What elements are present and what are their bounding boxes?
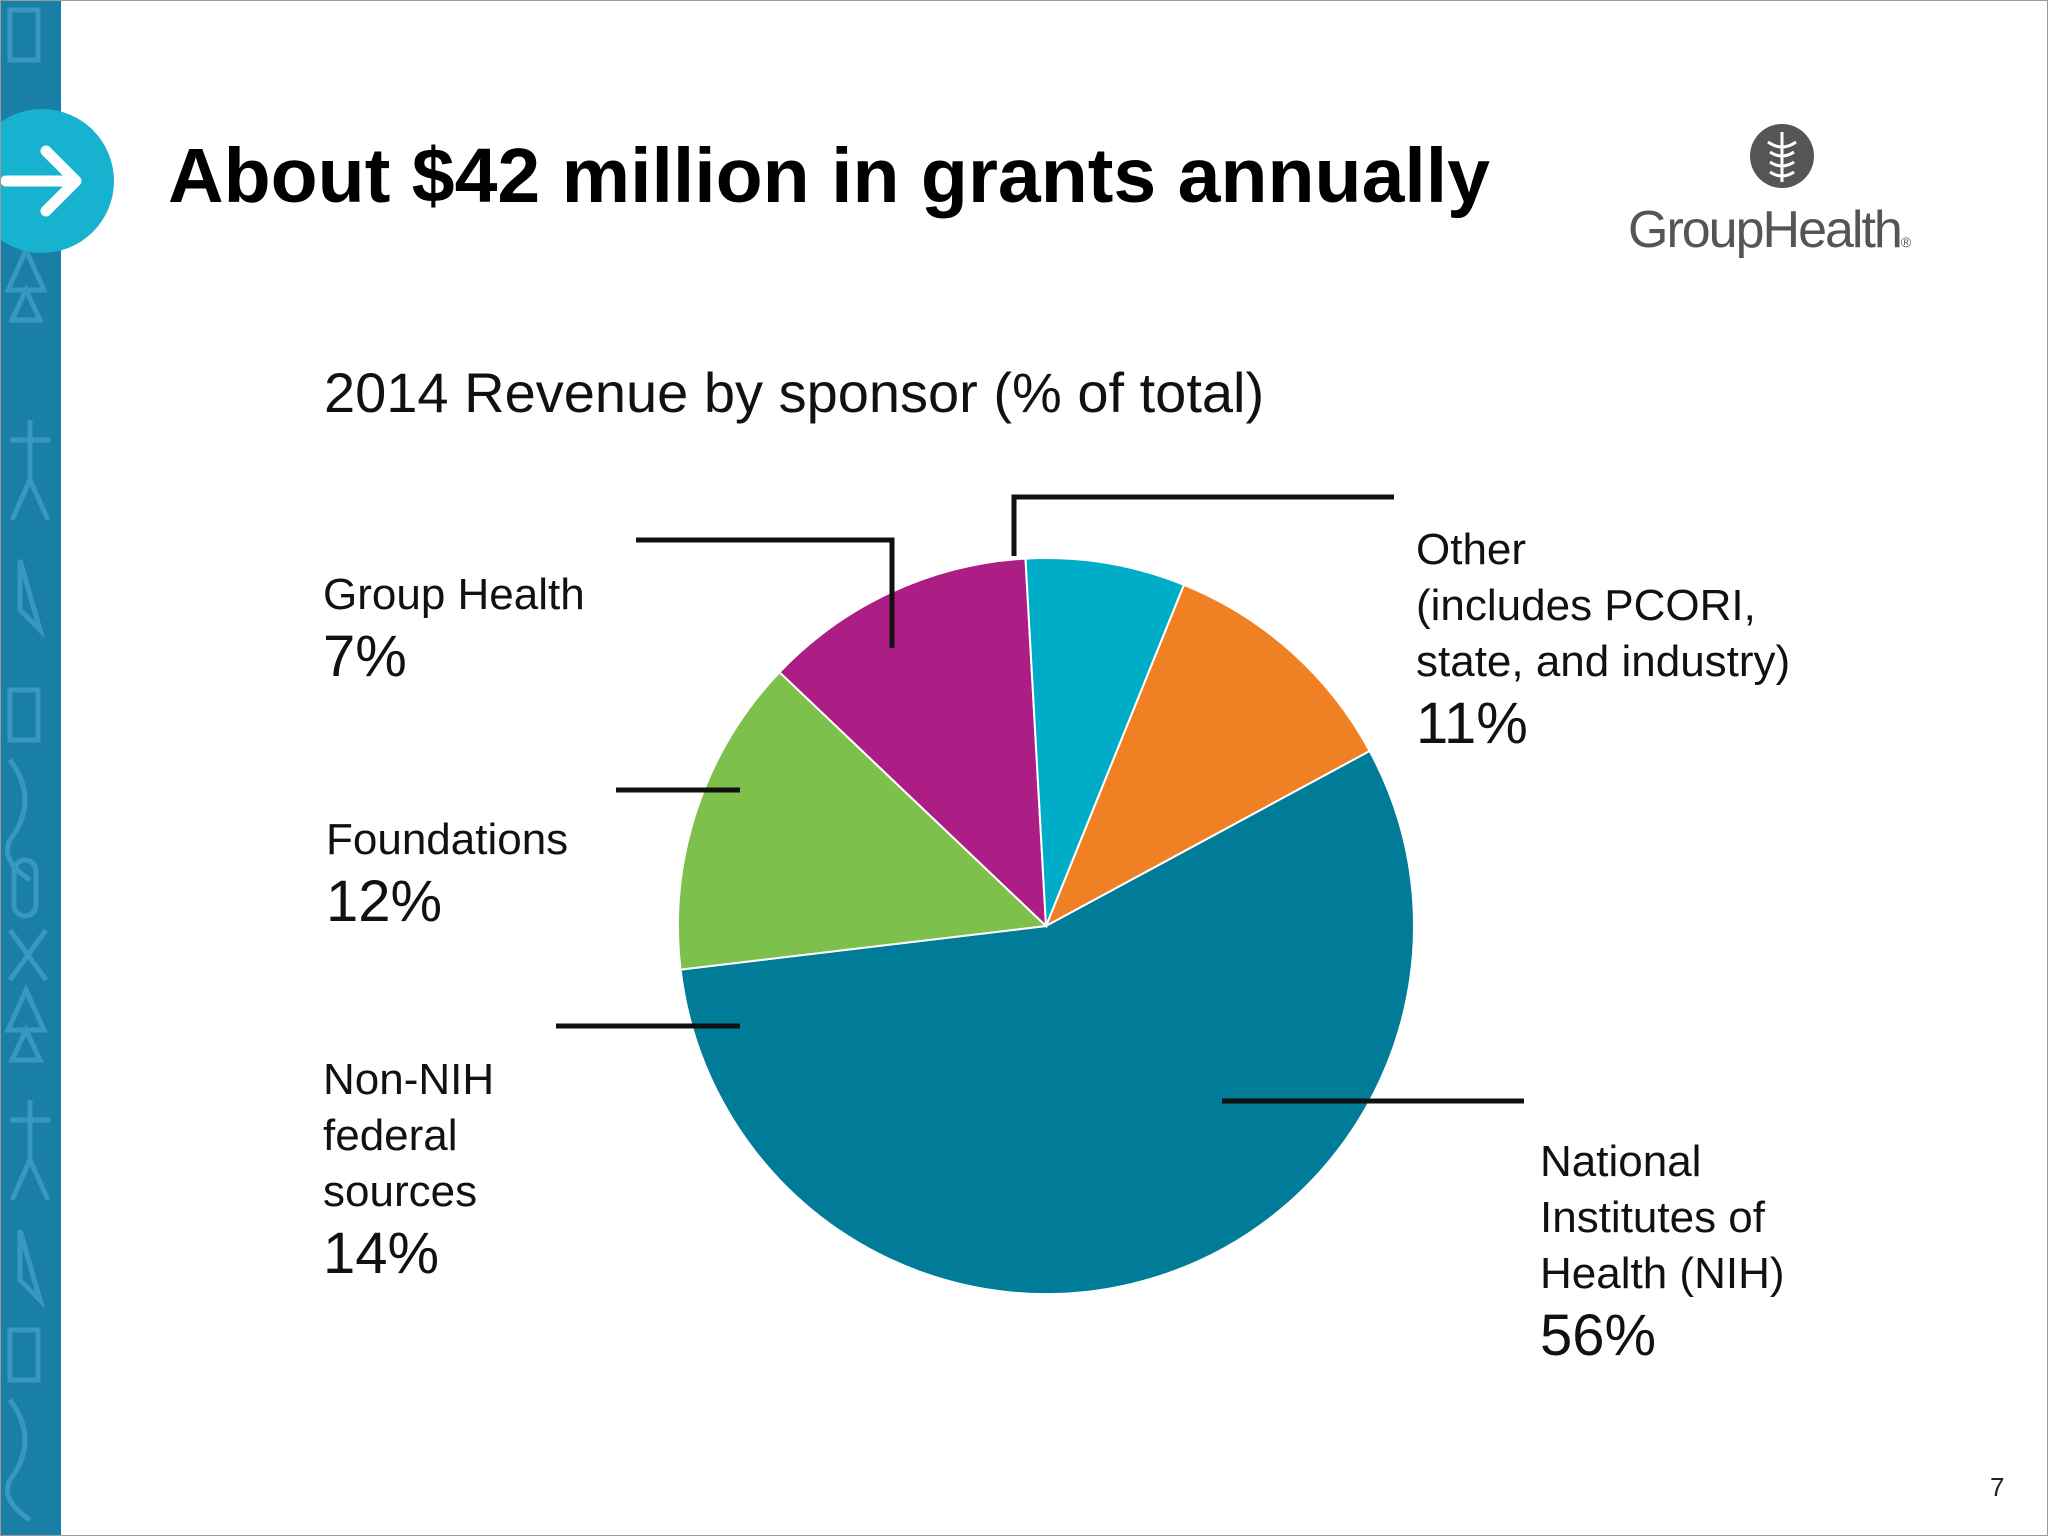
leader-line-group-health xyxy=(636,537,895,648)
pill-icon xyxy=(11,857,39,919)
pie-slice-group-health xyxy=(1024,557,1186,927)
slide-number: 7 xyxy=(1990,1472,2005,1502)
pie-slice-other xyxy=(1044,583,1372,929)
pie-slice-non-nih-federal xyxy=(677,670,1049,971)
group-health-logo: GroupHealth® xyxy=(1628,118,1948,259)
logo-text: GroupHealth xyxy=(1628,201,1903,259)
caduceus-glyph xyxy=(1767,132,1797,182)
slice-name: National Institutes of Health (NIH) xyxy=(1540,1137,1785,1298)
person-icon xyxy=(9,1100,51,1202)
slice-percent: 14% xyxy=(323,1221,440,1286)
pine-tree-icon xyxy=(4,983,48,1063)
slice-name: Non-NIH federal sources xyxy=(323,1055,495,1216)
building-icon xyxy=(7,7,41,63)
slice-label-group-health: Group Health 7% xyxy=(323,511,585,747)
slice-name: Group Health xyxy=(323,570,585,619)
triangle-shape xyxy=(17,559,46,639)
pine-tree-icon xyxy=(4,243,48,323)
stethoscope-icon xyxy=(5,1398,32,1523)
slice-percent: 56% xyxy=(1540,1303,1657,1368)
slice-name: Other (includes PCORI, state, and indust… xyxy=(1416,525,1791,686)
leader-line-other xyxy=(1011,494,1394,556)
pie-slice-nih xyxy=(679,749,1415,1296)
decorative-side-strip xyxy=(0,0,61,1536)
slice-percent: 12% xyxy=(326,869,443,934)
triangle-shape xyxy=(17,1229,46,1309)
arrow-glyph xyxy=(0,145,82,217)
slice-label-foundations: Foundations 12% xyxy=(326,756,568,992)
strip-pattern xyxy=(4,7,51,1523)
slide-title: About $42 million in grants annually xyxy=(168,133,1491,219)
slice-name: Foundations xyxy=(326,815,569,864)
person-icon xyxy=(9,420,51,522)
registered-mark: ® xyxy=(1900,234,1912,250)
slice-label-non-nih-federal: Non-NIH federal sources 14% xyxy=(323,996,494,1344)
slice-label-nih: National Institutes of Health (NIH) 56% xyxy=(1540,1078,1785,1426)
caduceus-seal-icon xyxy=(1750,124,1814,188)
chart-title: 2014 Revenue by sponsor (% of total) xyxy=(324,361,1265,424)
right-arrow-icon xyxy=(0,109,114,253)
building-icon xyxy=(7,1327,41,1383)
scissors-icon xyxy=(7,928,49,982)
slice-percent: 7% xyxy=(323,624,407,689)
slice-percent: 11% xyxy=(1416,691,1528,756)
building-icon xyxy=(7,687,41,743)
slice-label-other: Other (includes PCORI, state, and indust… xyxy=(1416,466,1790,814)
logo-wordmark: GroupHealth® xyxy=(1628,200,1948,272)
